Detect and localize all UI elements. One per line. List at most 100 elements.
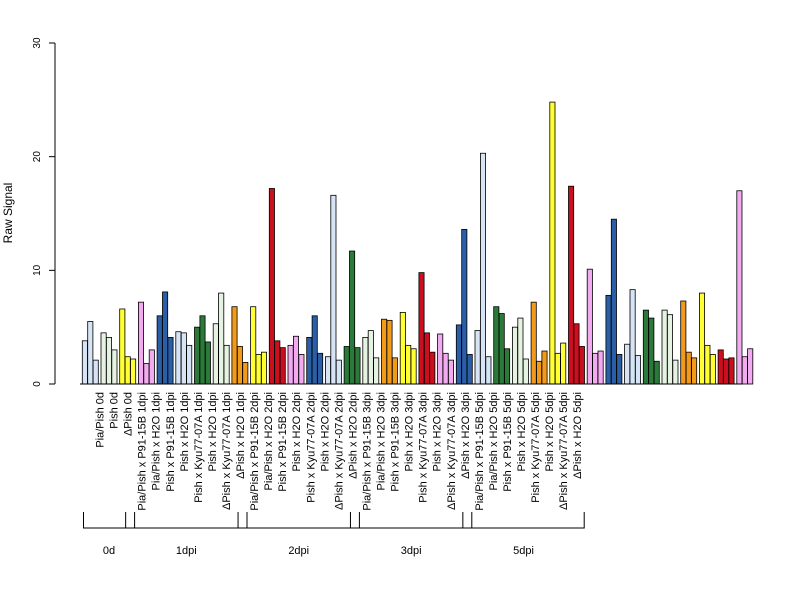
- bar: [672, 359, 679, 385]
- bar: [504, 348, 511, 385]
- group-bracket: [83, 512, 136, 529]
- bar: [709, 354, 716, 385]
- y-tick-label: 30: [32, 37, 43, 49]
- x-tick-label: Pia/Pish x H2O 1dpi: [151, 392, 163, 490]
- x-tick-label: ΔPish x H2O 5dpi: [572, 392, 584, 479]
- bar: [292, 335, 299, 385]
- x-tick-label: Pish x H2O 5dpi: [516, 392, 528, 471]
- bar: [642, 309, 649, 385]
- group-bracket: [125, 512, 248, 529]
- x-tick-label: Pish x Kyu77-07A 3dpi: [418, 392, 430, 503]
- bar: [317, 352, 324, 385]
- bar: [405, 344, 412, 385]
- bar: [100, 332, 107, 385]
- bar: [231, 306, 238, 385]
- x-tick-label: Pia/Pish x P91-15B 5dpi: [474, 392, 486, 511]
- bar: [268, 188, 275, 385]
- bar: [162, 291, 169, 385]
- bar: [410, 348, 417, 385]
- x-tick-label: Pia/Pish 0d: [95, 392, 107, 448]
- x-tick-label: ΔPish x Kyu77-07A 1dpi: [221, 392, 233, 510]
- bar: [691, 357, 698, 385]
- bar: [87, 321, 94, 385]
- x-tick-label: Pia/Pish x P91-15B 3dpi: [361, 392, 373, 511]
- bar: [648, 317, 655, 385]
- bar: [493, 306, 500, 385]
- bar: [624, 343, 631, 385]
- bar: [667, 314, 674, 385]
- x-tick-label: Pish x H2O 3dpi: [404, 392, 416, 471]
- bar: [236, 346, 243, 385]
- bar: [343, 346, 350, 385]
- bar: [704, 344, 711, 385]
- bar: [461, 229, 468, 385]
- bar: [592, 352, 599, 385]
- bar: [747, 348, 754, 385]
- bar: [92, 359, 99, 385]
- bar: [373, 357, 380, 385]
- x-tick-label: Pia/Pish x P91-15B 1dpi: [137, 392, 149, 511]
- bar: [723, 358, 730, 385]
- y-tick-label: 20: [32, 151, 43, 163]
- bar: [137, 301, 144, 385]
- x-tick-label: ΔPish x H2O 2dpi: [347, 392, 359, 479]
- bar: [573, 323, 580, 385]
- x-tick-labels: Pia/Pish 0d Pish 0d ΔPish 0d Pia/Pish x P91…: [95, 392, 585, 511]
- bar: [186, 344, 193, 385]
- bar: [223, 344, 230, 385]
- bar: [568, 185, 575, 385]
- bar: [455, 324, 462, 385]
- bar: [335, 359, 342, 385]
- x-tick-label: Pish x P91-15B 5dpi: [502, 392, 514, 492]
- bar: [699, 292, 706, 385]
- x-tick-label: Pia/Pish x H2O 2dpi: [263, 392, 275, 490]
- bar: [367, 330, 374, 385]
- bar: [479, 152, 486, 385]
- bar: [250, 306, 257, 385]
- bar: [541, 350, 548, 385]
- x-tick-label: Pish x P91-15B 1dpi: [165, 392, 177, 492]
- bar: [167, 336, 174, 385]
- bar: [391, 357, 398, 385]
- bar: [560, 342, 567, 385]
- bar: [81, 340, 88, 385]
- bar: [429, 351, 436, 385]
- bar: [242, 362, 249, 385]
- group-label: 5dpi: [513, 545, 534, 557]
- y-axis-label: Raw Signal: [1, 183, 15, 244]
- bar: [148, 349, 155, 385]
- bar: [517, 317, 524, 385]
- x-tick-label: Pish x P91-15B 2dpi: [277, 392, 289, 492]
- bar: [578, 346, 585, 385]
- bar: [605, 294, 612, 385]
- bar: [119, 308, 126, 385]
- bar: [522, 358, 529, 385]
- bar: [143, 363, 150, 385]
- x-tick-label: Pia/Pish x H2O 5dpi: [488, 392, 500, 490]
- group-bracket: [349, 512, 473, 529]
- x-tick-label: Pish 0d: [109, 392, 121, 429]
- y-axis: 0 10 20 30: [32, 37, 56, 387]
- bar: [498, 313, 505, 385]
- x-tick-label: Pish x H2O 1dpi: [179, 392, 191, 471]
- bar: [156, 315, 163, 385]
- group-label: 1dpi: [176, 545, 197, 557]
- group-label: 2dpi: [288, 545, 309, 557]
- group-bracket: [237, 512, 360, 529]
- group-label: 3dpi: [401, 545, 422, 557]
- x-tick-label: ΔPish 0d: [123, 392, 135, 436]
- bar: [106, 336, 113, 385]
- bar: [466, 354, 473, 385]
- bar: [274, 340, 281, 385]
- bar: [680, 300, 687, 385]
- bar: [194, 326, 201, 385]
- group-bracket: [462, 512, 585, 529]
- x-tick-label: Pish x H2O 2dpi: [319, 392, 331, 471]
- bar: [423, 332, 430, 385]
- bars: [81, 101, 754, 385]
- bar: [554, 352, 561, 385]
- group-brackets: 0d 1dpi 2dpi 3dpi 5dpi: [83, 512, 585, 557]
- bar: [635, 355, 642, 385]
- bar: [512, 326, 519, 385]
